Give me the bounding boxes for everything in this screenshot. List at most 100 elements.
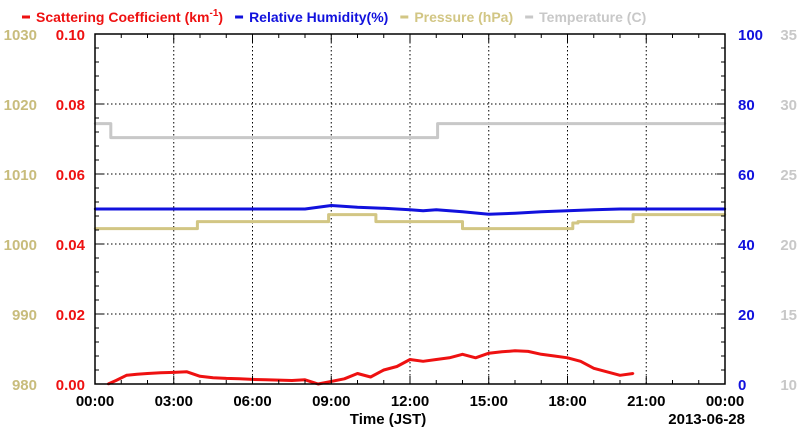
y-tick-label: 30 (780, 97, 797, 114)
y-tick-label: 990 (12, 307, 37, 324)
data-point-scattering (264, 378, 267, 381)
data-point-humidity (566, 209, 569, 212)
data-point-humidity (330, 204, 333, 207)
data-point-humidity (461, 210, 464, 213)
data-point-scattering (421, 360, 425, 363)
x-axis-label: Time (JST) (350, 411, 426, 428)
x-tick-label: 06:00 (233, 393, 271, 410)
data-point-scattering (225, 377, 228, 380)
data-point-scattering (159, 371, 162, 374)
y-tick-label: 0.04 (56, 237, 86, 254)
data-point-scattering (500, 350, 504, 353)
legend-label: Temperature (C) (539, 9, 646, 25)
series-line-temperature (95, 122, 725, 140)
data-point-pressure (327, 220, 330, 223)
data-point-humidity (316, 206, 320, 209)
data-point-humidity (645, 207, 648, 211)
data-point-scattering (605, 370, 609, 373)
data-point-scattering (125, 374, 128, 377)
axis-ticks-and-labels: 00:00 03:00 06:00 09:00 12:00 15:00 18:00 21:00… (4, 27, 797, 410)
data-point-humidity (277, 207, 280, 211)
data-point-humidity (303, 207, 307, 211)
y-tick-label: 0.10 (56, 27, 85, 44)
data-point-pressure (631, 213, 635, 216)
chart-legend: Scattering Coefficient (km-1) Relative Hu… (22, 8, 646, 25)
data-point-scattering (631, 372, 635, 375)
data-point-humidity (356, 206, 359, 209)
y-tick-label: 0.08 (56, 97, 85, 114)
data-point-scattering (526, 350, 530, 353)
data-point-pressure (374, 220, 378, 223)
data-point-temperature (436, 122, 439, 125)
data-point-pressure (374, 213, 378, 216)
data-point-scattering (579, 360, 582, 363)
y-tick-label: 1010 (4, 167, 37, 184)
data-point-humidity (592, 208, 595, 211)
x-tick-label: 18:00 (548, 393, 586, 410)
y-tick-label: 1000 (4, 237, 37, 254)
y-tick-label: 0.00 (56, 377, 85, 394)
data-point-scattering (238, 377, 241, 380)
data-point-humidity (618, 207, 622, 211)
data-point-scattering (185, 370, 189, 373)
x-tick-label: 09:00 (312, 393, 350, 410)
data-point-pressure (571, 221, 574, 225)
data-point-humidity (435, 208, 438, 211)
data-point-scattering (513, 349, 517, 352)
data-point-scattering (356, 372, 359, 375)
data-point-scattering (408, 358, 412, 361)
y-tick-label: 0 (738, 377, 746, 394)
series-lines (93, 122, 727, 386)
y-tick-label: 20 (780, 237, 797, 254)
data-point-pressure (196, 227, 199, 230)
data-point-temperature (436, 136, 439, 139)
series-line-pressure (95, 213, 725, 231)
data-point-scattering (146, 372, 149, 375)
data-point-pressure (576, 220, 580, 223)
y-tick-label: 15 (780, 307, 797, 324)
data-point-pressure (196, 220, 199, 223)
data-point-temperature (109, 136, 113, 139)
data-point-scattering (448, 356, 451, 359)
x-tick-label: 12:00 (391, 393, 429, 410)
y-tick-label: 25 (780, 167, 797, 184)
data-point-scattering (395, 365, 399, 368)
y-tick-label: 10 (780, 377, 797, 394)
x-tick-label: 15:00 (470, 393, 508, 410)
grid-lines (95, 34, 725, 384)
data-point-scattering (435, 358, 438, 361)
y-tick-label: 60 (738, 167, 755, 184)
data-point-humidity (408, 208, 412, 211)
data-point-scattering (592, 367, 595, 370)
data-point-humidity (211, 207, 215, 211)
data-point-scattering (343, 377, 346, 380)
y-tick-label: 80 (738, 97, 755, 114)
y-tick-label: 35 (780, 27, 797, 44)
y-tick-label: 20 (738, 307, 755, 324)
legend-label: Relative Humidity(%) (249, 9, 388, 25)
data-point-scattering (114, 379, 118, 382)
data-point-scattering (290, 379, 294, 382)
data-point-pressure (461, 220, 464, 223)
x-tick-label: 00:00 (706, 393, 744, 410)
data-point-scattering (618, 374, 622, 377)
y-tick-label: 1030 (4, 27, 37, 44)
data-point-humidity (513, 212, 517, 215)
data-point-scattering (135, 373, 139, 376)
data-point-humidity (421, 209, 425, 212)
data-point-scattering (566, 356, 569, 359)
legend-label: Pressure (hPa) (414, 9, 513, 25)
data-point-pressure (461, 227, 464, 230)
data-point-pressure (631, 220, 635, 223)
data-point-scattering (172, 371, 175, 374)
data-point-temperature (109, 122, 113, 125)
x-tick-label: 00:00 (76, 393, 114, 410)
data-point-humidity (487, 213, 490, 216)
data-point-scattering (487, 352, 490, 355)
y-tick-label: 0.06 (56, 167, 85, 184)
data-point-scattering (303, 378, 307, 381)
y-tick-label: 40 (738, 237, 755, 254)
x-tick-label: 03:00 (155, 393, 193, 410)
y-tick-label: 0.02 (56, 307, 85, 324)
